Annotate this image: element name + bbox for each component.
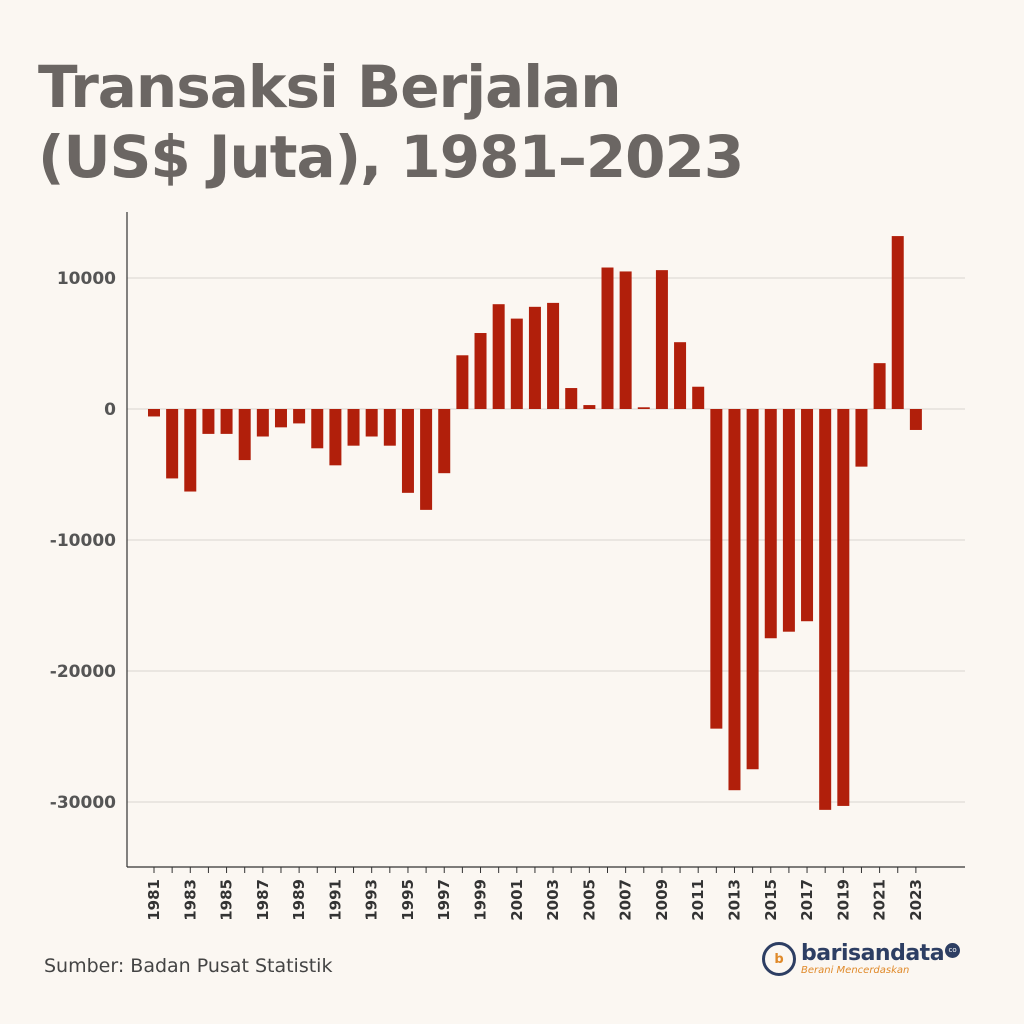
bar-1986 (238, 409, 251, 461)
bar-1988 (274, 409, 287, 428)
bar-1982 (166, 409, 179, 479)
chart-title-line-2: (US$ Juta), 1981–2023 (38, 123, 744, 191)
x-tick-label: 2021 (871, 879, 889, 921)
y-tick-label: 0 (104, 400, 116, 420)
source-note: Sumber: Badan Pusat Statistik (44, 955, 333, 977)
bar-1991 (329, 409, 342, 466)
bar-1981 (148, 409, 160, 417)
bar-1989 (293, 409, 306, 424)
x-tick-label: 2019 (834, 879, 852, 921)
bar-1994 (383, 409, 396, 446)
x-tick-label: 1989 (290, 879, 308, 921)
x-tick-label: 2015 (762, 879, 780, 921)
bar-2014 (746, 409, 759, 770)
bar-2023 (909, 409, 922, 430)
bar-2012 (710, 409, 723, 729)
x-tick-label: 2013 (725, 879, 743, 921)
bar-2003 (547, 302, 560, 409)
x-tick-label: 1995 (399, 879, 417, 921)
bar-2001 (510, 318, 523, 409)
bar-2016 (782, 409, 795, 632)
x-tick-label: 1999 (472, 879, 490, 921)
x-tick-label: 1985 (218, 879, 236, 921)
bar-2004 (565, 388, 578, 409)
bar-1984 (202, 409, 215, 434)
bar-1998 (456, 355, 469, 409)
bar-2019 (837, 409, 850, 806)
bar-2006 (601, 267, 614, 409)
x-tick-label: 1981 (145, 879, 163, 921)
x-tick-label: 2011 (689, 879, 707, 921)
bar-2005 (583, 405, 596, 409)
y-tick-label: -10000 (50, 531, 116, 551)
bar-2013 (728, 409, 741, 791)
y-tick-label: -20000 (50, 662, 116, 682)
chart-title-line-1: Transaksi Berjalan (38, 53, 622, 121)
x-tick-label: 2007 (617, 879, 635, 921)
bar-2020 (855, 409, 868, 467)
bar-1996 (420, 409, 433, 510)
bar-1997 (438, 409, 451, 474)
x-tick-label: 1987 (254, 879, 272, 921)
bar-2021 (873, 363, 886, 409)
bar-1990 (311, 409, 324, 449)
x-tick-label: 1991 (326, 879, 344, 921)
x-tick-label: 2003 (544, 879, 562, 921)
bar-2017 (801, 409, 814, 622)
bar-1987 (256, 409, 269, 437)
x-tick-label: 2023 (907, 879, 925, 921)
bar-2018 (819, 409, 832, 810)
bar-2009 (655, 270, 668, 409)
bar-1992 (347, 409, 360, 446)
logo-tagline: Berani Mencerdaskan (801, 964, 910, 976)
b-letter-logo-icon: b (762, 942, 796, 976)
logo-name: barisandata (801, 940, 945, 966)
bar-2002 (528, 306, 541, 409)
brand-logo: b barisandata co Berani Mencerdaskan (762, 940, 961, 976)
x-tick-label: 1997 (435, 879, 453, 921)
bar-1999 (474, 333, 487, 409)
bar-2008 (637, 407, 650, 409)
bar-2015 (764, 409, 777, 639)
chart-title: Transaksi Berjalan (US$ Juta), 1981–2023 (38, 52, 744, 192)
x-tick-label: 2017 (798, 879, 816, 921)
bar-1983 (184, 409, 197, 492)
y-tick-label: 10000 (57, 269, 116, 289)
x-tick-label: 1993 (363, 879, 381, 921)
logo-suffix: co (945, 942, 961, 958)
x-tick-label: 1983 (181, 879, 199, 921)
bar-1995 (401, 409, 414, 493)
bar-1985 (220, 409, 233, 434)
x-tick-label: 2001 (508, 879, 526, 921)
y-tick-label: -30000 (50, 793, 116, 813)
bar-2007 (619, 271, 632, 409)
x-tick-label: 2009 (653, 879, 671, 921)
bar-2022 (891, 236, 904, 409)
bar-1993 (365, 409, 378, 437)
bar-2010 (674, 342, 687, 409)
bar-2011 (692, 386, 705, 409)
x-tick-label: 2005 (580, 879, 598, 921)
bar-2000 (492, 304, 505, 409)
